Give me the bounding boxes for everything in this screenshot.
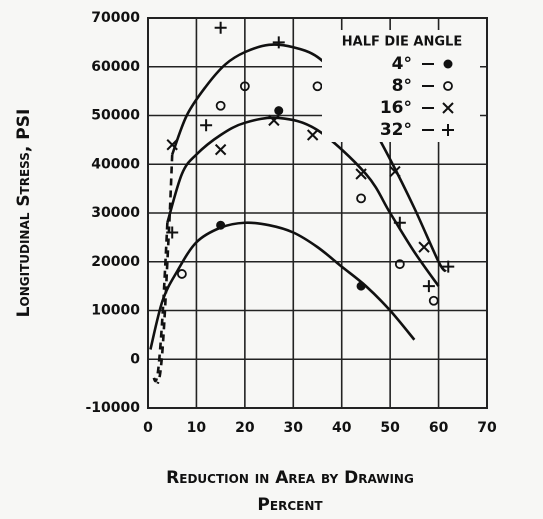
x-tick-label: 70 — [477, 420, 497, 436]
x-tick-label: 50 — [380, 420, 400, 436]
legend-label: 16° — [380, 98, 412, 118]
y-tick-label: 30000 — [91, 205, 140, 221]
point — [200, 119, 213, 132]
y-tick-label: 0 — [130, 351, 140, 367]
x-axis-label: Reduction in Area by Drawing — [166, 468, 414, 488]
x-axis-label-2: Percent — [257, 495, 323, 515]
y-tick-label: 60000 — [91, 59, 140, 75]
x-tick-label: 0 — [143, 420, 153, 436]
fit-curve — [156, 154, 174, 384]
point — [355, 168, 367, 180]
point — [274, 106, 284, 116]
point — [394, 259, 405, 270]
legend-marker — [443, 59, 453, 69]
point — [166, 226, 179, 239]
y-tick-label: -10000 — [85, 400, 140, 416]
legend-label: 4° — [392, 54, 412, 74]
legend-marker — [442, 102, 454, 114]
point — [306, 129, 319, 141]
point — [214, 21, 227, 34]
point — [239, 81, 250, 92]
point — [356, 281, 366, 291]
x-tick-label: 20 — [235, 420, 255, 436]
point — [428, 295, 439, 306]
legend-marker — [442, 124, 454, 136]
point — [268, 114, 280, 127]
legend-label: 32° — [380, 120, 412, 140]
y-tick-label: 10000 — [91, 303, 140, 319]
point — [442, 260, 455, 273]
x-tick-label: 30 — [284, 420, 304, 436]
fit-curve — [170, 43, 447, 273]
point — [422, 280, 435, 293]
point — [214, 143, 227, 156]
point — [166, 139, 178, 151]
x-tick-label: 40 — [332, 420, 352, 436]
point — [176, 269, 187, 279]
legend-marker — [443, 81, 453, 91]
x-tick-label: 60 — [429, 420, 449, 436]
y-tick-label: 40000 — [91, 156, 140, 172]
legend-bg — [322, 30, 480, 142]
y-axis-label: Longitudinal Stress, PSI — [14, 109, 34, 318]
y-tick-label: 50000 — [91, 108, 140, 124]
fit-curve — [151, 222, 169, 383]
point — [215, 100, 226, 111]
point — [312, 81, 323, 92]
point — [389, 165, 401, 178]
y-tick-label: 70000 — [91, 10, 140, 26]
point — [216, 220, 226, 230]
x-tick-label: 10 — [187, 420, 207, 436]
point — [356, 193, 366, 204]
point — [272, 36, 285, 49]
point — [393, 216, 406, 229]
y-tick-label: 20000 — [91, 254, 140, 270]
legend-title: HALF DIE ANGLE — [342, 35, 462, 50]
point — [418, 241, 430, 253]
fit-curve — [149, 221, 416, 350]
legend-label: 8° — [392, 76, 412, 96]
